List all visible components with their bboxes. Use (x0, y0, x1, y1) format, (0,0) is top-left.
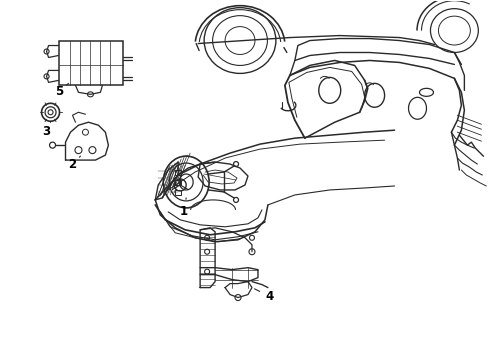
Text: 5: 5 (55, 84, 69, 98)
Text: 1: 1 (180, 198, 188, 218)
Text: 4: 4 (254, 289, 273, 302)
Text: 2: 2 (69, 156, 80, 171)
Bar (175, 180, 181, 185)
Bar (175, 170, 181, 175)
Bar (58, 41, 123, 85)
Text: 3: 3 (43, 122, 50, 138)
Bar (175, 190, 181, 195)
